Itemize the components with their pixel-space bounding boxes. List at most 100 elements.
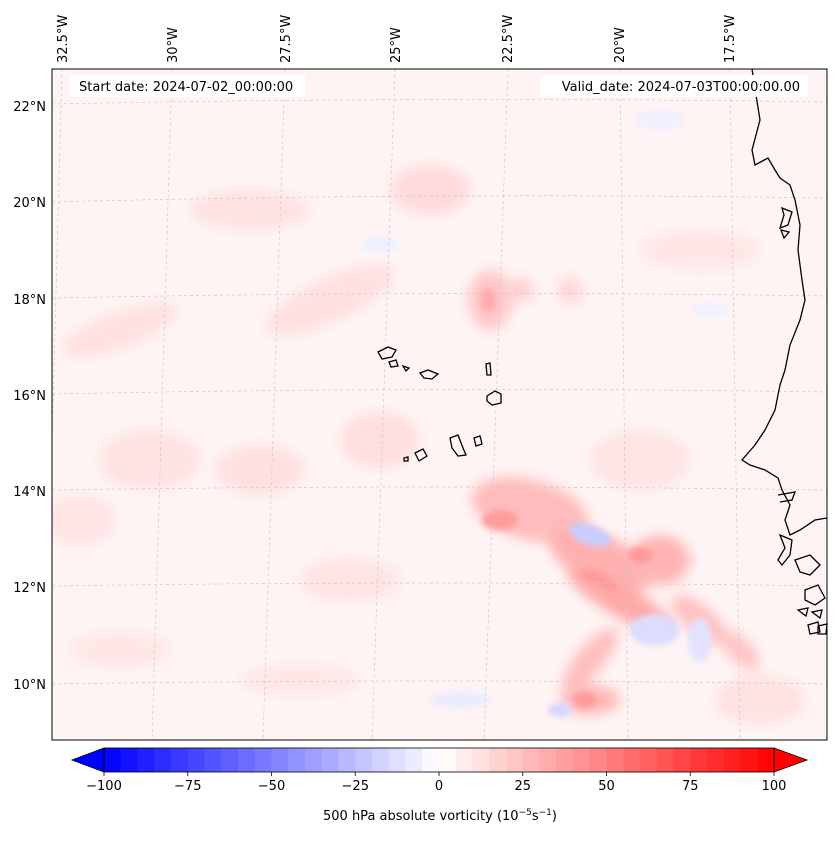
colorbar-segment — [221, 748, 239, 772]
bijagos-1 — [796, 607, 809, 618]
island-fogo — [414, 448, 428, 462]
colorbar-segment — [673, 748, 691, 772]
vorticity-field — [52, 110, 805, 725]
guinea-coast-3 — [804, 584, 826, 606]
colorbar-ticks: −100 −75 −50 −25 0 25 50 75 100 — [86, 772, 786, 794]
valid-date-box — [540, 75, 808, 97]
colorbar-tick-label: 50 — [598, 779, 615, 794]
colorbar-tick-label: −75 — [174, 779, 201, 794]
vorticity-negative — [360, 110, 730, 717]
colorbar-segment — [623, 748, 641, 772]
bijagos-4 — [817, 623, 828, 635]
longitude-labels: 32.5°W 30°W 27.5°W 25°W 22.5°W 20°W 17.5… — [56, 15, 738, 63]
map-frame — [51, 68, 828, 741]
lon-label: 22.5°W — [501, 15, 516, 63]
map-panel: Start date: 2024-07-02_00:00:00 Valid_da… — [51, 68, 828, 741]
colorbar-segment — [422, 748, 440, 772]
island-sao-nicolau — [418, 369, 440, 380]
cape-verde-islands — [377, 346, 502, 462]
colorbar-tick-label: −100 — [86, 779, 122, 794]
colorbar: −100 −75 −50 −25 0 25 50 75 100 500 hPa absolute… — [70, 747, 809, 824]
lat-label: 20°N — [13, 196, 46, 211]
colorbar-segment — [388, 748, 406, 772]
lon-label: 17.5°W — [723, 15, 738, 63]
island-brava — [403, 456, 409, 462]
lat-label: 14°N — [13, 485, 46, 500]
colorbar-segment — [589, 748, 607, 772]
colorbar-min-arrow — [70, 747, 105, 773]
colorbar-segment — [740, 748, 758, 772]
colorbar-label: 500 hPa absolute vorticity (10−5s−1) — [323, 808, 557, 824]
vorticity-weak-positive — [52, 165, 805, 725]
lon-label: 27.5°W — [279, 15, 294, 63]
colorbar-max-arrow — [773, 747, 809, 773]
colorbar-tick-label: 75 — [682, 779, 699, 794]
lat-label: 18°N — [13, 293, 46, 308]
colorbar-segment — [690, 748, 708, 772]
bijagos-2 — [810, 609, 823, 620]
colorbar-tick-label: 0 — [435, 779, 443, 794]
colorbar-segment — [556, 748, 574, 772]
colorbar-segment — [573, 748, 591, 772]
colorbar-segment — [522, 748, 540, 772]
colorbar-segment — [137, 748, 155, 772]
bijagos-3 — [807, 621, 821, 635]
africa-coast — [741, 68, 828, 536]
start-date-label: Start date: 2024-07-02_00:00:00 — [79, 80, 293, 95]
colorbar-segment — [707, 748, 725, 772]
colorbar-segment — [288, 748, 306, 772]
coast-inlet-1 — [778, 206, 793, 230]
coast-inlet-2 — [779, 229, 791, 240]
colorbar-segment — [305, 748, 323, 772]
colorbar-segment — [640, 748, 658, 772]
colorbar-segment — [656, 748, 674, 772]
colorbar-segment — [506, 748, 524, 772]
colorbar-segment — [187, 748, 205, 772]
lon-label: 32.5°W — [56, 15, 71, 63]
colorbar-segment — [455, 748, 473, 772]
valid-date-label: Valid_date: 2024-07-03T00:00:00.00 — [562, 80, 800, 95]
colorbar-segment — [439, 748, 457, 772]
island-santiago — [449, 434, 467, 457]
colorbar-segment — [472, 748, 490, 772]
island-maio — [473, 435, 483, 447]
colorbar-segment — [254, 748, 272, 772]
island-boa-vista — [486, 390, 502, 406]
colorbar-tick-label: −25 — [342, 779, 369, 794]
colorbar-segment — [238, 748, 256, 772]
island-santo-antao — [377, 346, 397, 360]
colorbar-segment — [489, 748, 507, 772]
island-sal — [485, 362, 492, 376]
colorbar-segment — [539, 748, 557, 772]
start-date-box — [70, 75, 305, 97]
colorbar-segment — [321, 748, 339, 772]
vorticity-peak-positive — [480, 288, 652, 708]
colorbar-segment — [104, 748, 122, 772]
island-santa-luzia — [401, 364, 411, 373]
colorbar-segment — [372, 748, 390, 772]
colorbar-segment — [757, 748, 775, 772]
colorbar-segments — [104, 748, 775, 772]
lat-label: 22°N — [13, 100, 46, 115]
colorbar-segment — [154, 748, 172, 772]
lat-label: 16°N — [13, 389, 46, 404]
colorbar-segment — [405, 748, 423, 772]
colorbar-segment — [171, 748, 189, 772]
lon-label: 30°W — [166, 27, 181, 63]
lat-label: 10°N — [13, 678, 46, 693]
guinea-coast-2 — [794, 554, 821, 576]
guinea-coast-1 — [777, 533, 793, 567]
gambia-coast — [777, 491, 797, 503]
colorbar-segment — [355, 748, 373, 772]
date-labels: Start date: 2024-07-02_00:00:00 Valid_da… — [70, 75, 808, 97]
colorbar-segment — [120, 748, 138, 772]
colorbar-tick-label: 25 — [514, 779, 531, 794]
island-sao-vicente — [388, 359, 399, 368]
coastline — [741, 68, 828, 635]
colorbar-segment — [606, 748, 624, 772]
lat-label: 12°N — [13, 581, 46, 596]
lon-label: 20°W — [613, 27, 628, 63]
latitude-labels: 22°N 20°N 18°N 16°N 14°N 12°N 10°N — [13, 100, 46, 693]
colorbar-tick-label: 100 — [762, 779, 787, 794]
